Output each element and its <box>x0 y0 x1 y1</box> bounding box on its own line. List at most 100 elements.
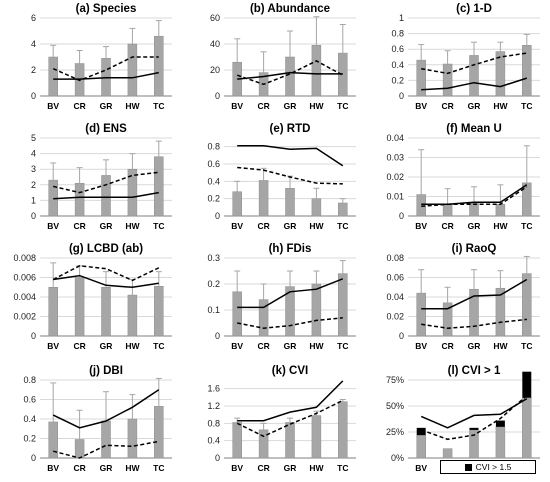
x-tick-label: BV <box>231 101 243 111</box>
panel-title: (e) RTD <box>270 123 311 135</box>
y-tick-label: 2 <box>31 180 36 190</box>
chart-svg: (d) ENS 0 1 2 3 4 5 BV CR GR HW TC <box>31 123 172 231</box>
x-tick-label: TC <box>521 341 532 351</box>
y-tick-label: 1 <box>31 195 36 205</box>
bar <box>311 45 322 97</box>
bar <box>416 194 426 217</box>
y-tick-label: 0.8 <box>207 418 220 428</box>
x-tick-label: CR <box>257 341 269 351</box>
panel-title: (d) ENS <box>85 123 127 135</box>
y-tick-label: 0.006 <box>13 273 36 283</box>
bar <box>311 415 322 459</box>
y-tick-label: 0.4 <box>391 60 404 70</box>
x-tick-label: TC <box>337 101 348 111</box>
y-tick-label: 0.008 <box>13 253 36 263</box>
bar <box>522 397 532 459</box>
x-tick-label: HW <box>309 341 324 351</box>
x-tick-label: BV <box>47 341 59 351</box>
chart-panel: (d) ENS 0 1 2 3 4 5 BV CR GR HW TC <box>0 120 180 238</box>
y-tick-label: 0 <box>215 453 220 463</box>
y-tick-label: 0.2 <box>391 75 404 85</box>
y-tick-label: 3 <box>31 164 36 174</box>
panel-title: (f) Mean U <box>446 123 502 135</box>
x-tick-label: BV <box>231 341 243 351</box>
y-tick-label: 2 <box>31 65 36 75</box>
x-tick-label: HW <box>309 101 324 111</box>
chart-svg: (f) Mean U 0 0.01 0.02 0.03 0.04 BV CR GR HW TC <box>386 123 540 231</box>
chart-svg: (h) FDis 0 0.1 0.2 0.3 BV CR GR HW TC <box>207 243 356 351</box>
chart-panel: (k) CVI 0 0.4 0.8 1.2 1.6 BV CR GR HW TC <box>184 362 364 480</box>
x-tick-label: TC <box>153 463 164 473</box>
y-tick-label: 0.4 <box>207 436 220 446</box>
x-tick-label: GR <box>284 221 297 231</box>
bar <box>442 204 453 217</box>
line-dashed <box>53 440 159 459</box>
bar <box>285 422 295 459</box>
x-tick-label: CR <box>73 221 85 231</box>
x-tick-label: GR <box>284 341 297 351</box>
bar <box>416 292 426 337</box>
x-tick-label: BV <box>415 463 427 473</box>
y-tick-label: 75% <box>386 375 404 385</box>
x-tick-label: CR <box>257 101 269 111</box>
bar <box>495 426 506 459</box>
y-tick-label: 0.06 <box>386 273 404 283</box>
x-tick-label: CR <box>257 221 269 231</box>
bar <box>74 277 85 337</box>
chart-panel: (b) Abundance 0 20 40 60 BV CR GR HW TC <box>184 0 364 118</box>
bar <box>338 273 348 337</box>
legend-label: CVI > 1.5 <box>475 462 512 472</box>
y-tick-label: 0.2 <box>207 279 220 289</box>
x-tick-label: TC <box>337 463 348 473</box>
bar-top <box>522 371 532 398</box>
panel-title: (j) DBI <box>89 365 123 377</box>
chart-panel: (a) Species 0 2 4 6 BV CR GR HW TC <box>0 0 180 118</box>
line-dashed <box>421 318 527 329</box>
bar <box>48 56 58 97</box>
x-tick-label: BV <box>47 221 59 231</box>
y-tick-label: 0 <box>215 331 220 341</box>
chart-svg: (b) Abundance 0 20 40 60 BV CR GR HW TC <box>210 3 356 111</box>
y-tick-label: 0 <box>399 91 404 101</box>
x-tick-label: CR <box>73 463 85 473</box>
y-tick-label: 6 <box>31 13 36 23</box>
bar <box>522 273 532 337</box>
x-tick-label: HW <box>125 341 140 351</box>
y-tick-label: 20 <box>210 65 220 75</box>
y-tick-label: 0.3 <box>207 253 220 263</box>
y-tick-label: 0.4 <box>207 176 220 186</box>
x-tick-label: BV <box>415 101 427 111</box>
bar <box>101 287 111 337</box>
bar <box>442 448 453 459</box>
x-tick-label: GR <box>100 341 113 351</box>
bar <box>495 287 506 337</box>
x-tick-label: HW <box>493 221 508 231</box>
panel-title: (g) LCBD (ab) <box>69 243 143 255</box>
x-tick-label: CR <box>441 101 453 111</box>
line-dashed <box>420 395 528 441</box>
x-tick-label: CR <box>257 463 269 473</box>
bar <box>48 287 58 337</box>
line-solid <box>53 274 159 289</box>
legend-cvi: CVI > 1.5 <box>440 460 536 474</box>
y-tick-label: 1.6 <box>207 384 220 394</box>
chart-panel: (e) RTD 0 0.2 0.4 0.6 0.8 BV CR GR HW TC <box>184 120 364 238</box>
x-tick-label: TC <box>337 221 348 231</box>
line-dashed <box>236 399 344 438</box>
y-tick-label: 5 <box>31 133 36 143</box>
bar <box>101 420 111 459</box>
y-tick-label: 0.8 <box>391 29 404 39</box>
y-tick-label: 0.4 <box>23 414 36 424</box>
bar <box>442 63 453 97</box>
x-tick-label: GR <box>100 463 113 473</box>
panel-title: (a) Species <box>76 3 137 15</box>
line-solid <box>421 278 528 310</box>
x-tick-label: BV <box>415 221 427 231</box>
y-tick-label: 0.01 <box>386 192 404 202</box>
y-tick-label: 25% <box>386 427 404 437</box>
chart-panel: (i) RaoQ 0 0.02 0.04 0.06 0.08 BV CR GR HW TC <box>368 240 548 358</box>
x-tick-label: HW <box>125 463 140 473</box>
x-tick-label: HW <box>125 221 140 231</box>
y-tick-label: 0.02 <box>386 312 404 322</box>
